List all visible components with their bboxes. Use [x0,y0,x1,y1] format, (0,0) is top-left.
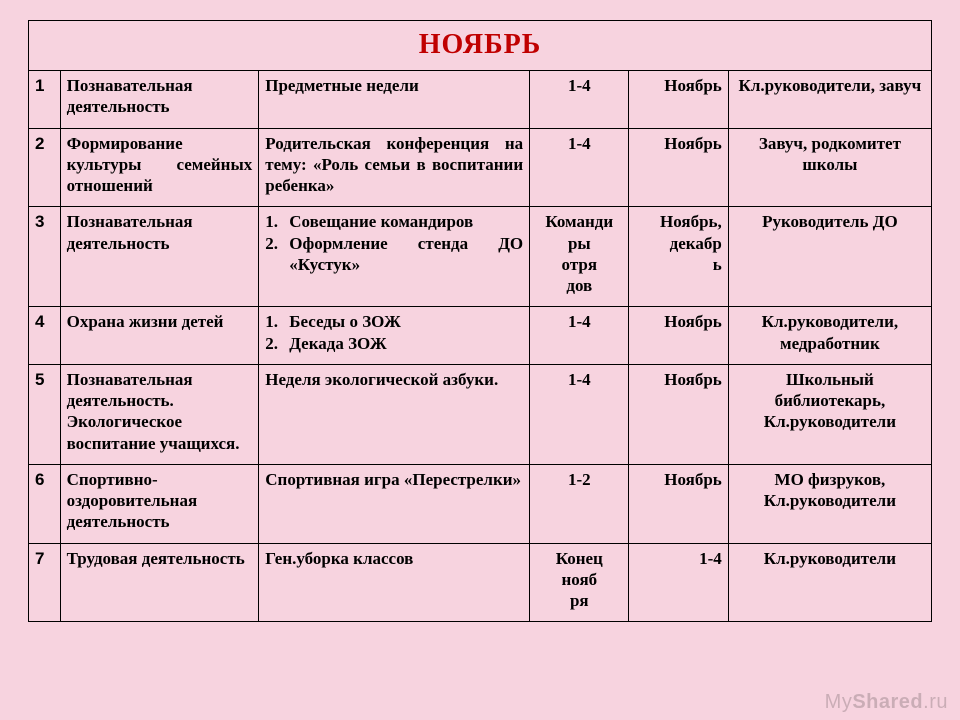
table-row: 4Охрана жизни детей1.Беседы о ЗОЖ2.Декад… [29,307,932,365]
participants-cell: 1-2 [530,464,629,543]
responsible-cell: Завуч, родкомитет школы [728,128,931,207]
timing-cell: Ноябрь [629,364,728,464]
activity-cell: 1.Беседы о ЗОЖ2.Декада ЗОЖ [259,307,530,365]
stack-line: ь [635,254,721,275]
responsible-cell: Кл.руководители [728,543,931,622]
list-number: 2. [265,233,289,276]
timing-cell: 1-4 [629,543,728,622]
participants-cell: 1-4 [530,364,629,464]
list-number: 1. [265,311,289,332]
table-row: 5Познавательная деятельность. Экологичес… [29,364,932,464]
timing-cell: Ноябрь [629,464,728,543]
participants-cell: 1-4 [530,307,629,365]
responsible-cell: Кл.руководители, медработник [728,307,931,365]
direction-cell: Трудовая деятельность [60,543,259,622]
participants-cell: 1-4 [530,128,629,207]
timing-cell: Ноябрь,декабрь [629,207,728,307]
title-row: НОЯБРЬ [29,21,932,71]
watermark-prefix: My [825,691,853,713]
row-number: 3 [29,207,61,307]
responsible-cell: Кл.руководители, завуч [728,71,931,129]
list-number: 1. [265,211,289,232]
list-item-text: Совещание командиров [289,211,523,232]
table-row: 7Трудовая деятельностьГен.уборка классов… [29,543,932,622]
stack-line: Команди [536,211,622,232]
timing-cell: Ноябрь [629,307,728,365]
direction-cell: Познавательная деятельность [60,71,259,129]
activity-cell: Неделя экологической азбуки. [259,364,530,464]
month-title: НОЯБРЬ [29,21,932,71]
row-number: 4 [29,307,61,365]
table-row: 3Познавательная деятельность1.Совещание … [29,207,932,307]
table-row: 6Спортивно-оздоровительная деятельностьС… [29,464,932,543]
activity-cell: Родительская конференция на тему: «Роль … [259,128,530,207]
stack-line: дов [536,275,622,296]
table-row: 1Познавательная деятельностьПредметные н… [29,71,932,129]
page: НОЯБРЬ 1Познавательная деятельностьПредм… [0,0,960,720]
responsible-cell: МО физруков, Кл.руководители [728,464,931,543]
row-number: 1 [29,71,61,129]
activity-cell: Спортивная игра «Перестрелки» [259,464,530,543]
watermark-suffix: Shared [852,691,923,713]
direction-cell: Познавательная деятельность. Экологическ… [60,364,259,464]
participants-cell: Командирыотрядов [530,207,629,307]
direction-cell: Спортивно-оздоровительная деятельность [60,464,259,543]
timing-cell: Ноябрь [629,128,728,207]
stack-line: ры [536,233,622,254]
table-row: 2Формирование культуры семейных отношени… [29,128,932,207]
activity-cell: Предметные недели [259,71,530,129]
timing-cell: Ноябрь [629,71,728,129]
row-number: 7 [29,543,61,622]
watermark: MyShared.ru [825,691,948,714]
list-item-text: Оформление стенда ДО «Кустук» [289,233,523,276]
direction-cell: Формирование культуры семейных отношений [60,128,259,207]
stack-line: отря [536,254,622,275]
activity-cell: Ген.уборка классов [259,543,530,622]
responsible-cell: Школьный библиотекарь, Кл.руководители [728,364,931,464]
row-number: 6 [29,464,61,543]
responsible-cell: Руководитель ДО [728,207,931,307]
direction-cell: Охрана жизни детей [60,307,259,365]
list-item-text: Беседы о ЗОЖ [289,311,523,332]
row-number: 5 [29,364,61,464]
stack-line: ря [536,590,622,611]
stack-line: декабр [635,233,721,254]
list-number: 2. [265,333,289,354]
list-item-text: Декада ЗОЖ [289,333,523,354]
participants-cell: 1-4 [530,71,629,129]
activity-cell: 1.Совещание командиров2.Оформление стенд… [259,207,530,307]
participants-cell: Конецноября [530,543,629,622]
table-body: 1Познавательная деятельностьПредметные н… [29,71,932,622]
stack-line: Ноябрь, [635,211,721,232]
schedule-table: НОЯБРЬ 1Познавательная деятельностьПредм… [28,20,932,622]
stack-line: Конец [536,548,622,569]
watermark-domain: .ru [923,691,948,713]
row-number: 2 [29,128,61,207]
stack-line: нояб [536,569,622,590]
direction-cell: Познавательная деятельность [60,207,259,307]
